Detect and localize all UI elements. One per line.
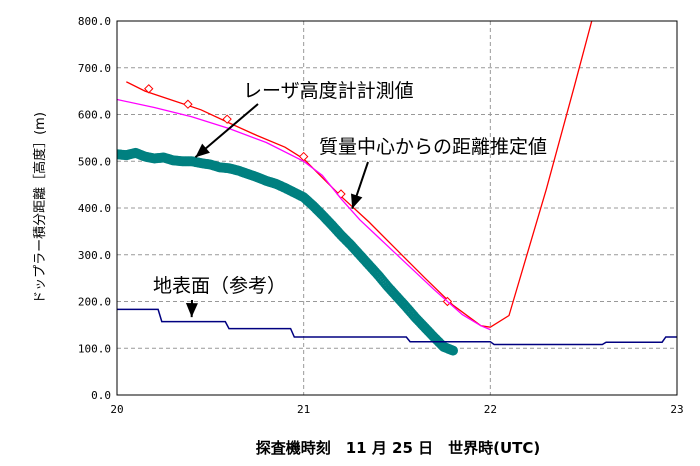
annotation-surface-label: 地表面（参考）	[153, 275, 286, 297]
data-point	[448, 345, 458, 356]
series-group	[117, 21, 677, 356]
y-tick-label: 800.0	[78, 15, 111, 28]
y-axis-label: ドップラー積分距離［高度］(m)	[32, 112, 48, 304]
y-tick-label: 500.0	[78, 155, 111, 168]
x-tick-label: 23	[670, 403, 683, 416]
series-2	[117, 147, 458, 356]
y-tick-label: 700.0	[78, 62, 111, 75]
series-1	[117, 98, 491, 331]
series-line	[117, 308, 677, 346]
series-3	[117, 308, 677, 346]
y-tick-label: 100.0	[78, 342, 111, 355]
x-tick-label: 21	[297, 403, 310, 416]
y-tick-label: 400.0	[78, 202, 111, 215]
plot-frame	[116, 20, 678, 396]
diamond-marker	[183, 99, 193, 109]
diamond-marker	[144, 84, 154, 94]
y-tick-label: 600.0	[78, 109, 111, 122]
annotation-laser-label: レーザ高度計計測値	[243, 80, 414, 102]
series-line	[126, 21, 593, 328]
x-axis-label: 探査機時刻 11 月 25 日 世界時(UTC)	[256, 439, 541, 457]
x-tick-label: 20	[110, 403, 123, 416]
y-tick-label: 300.0	[78, 249, 111, 262]
annotation-center-of-mass-label: 質量中心からの距離推定値	[319, 136, 547, 158]
y-tick-label: 200.0	[78, 296, 111, 309]
diamond-marker	[222, 114, 232, 124]
series-0	[126, 21, 593, 328]
tick-labels: 0.0 100.0 200.0 300.0 400.0 500.0 600.0 700.0 80…	[78, 15, 684, 416]
annotation-surface-arrow	[185, 299, 198, 318]
x-tick-label: 22	[484, 403, 497, 416]
annotation-center-of-mass-arrow	[351, 161, 369, 209]
annotation-laser-arrow	[194, 103, 259, 159]
y-tick-label: 0.0	[91, 389, 111, 402]
series-line	[117, 98, 491, 331]
